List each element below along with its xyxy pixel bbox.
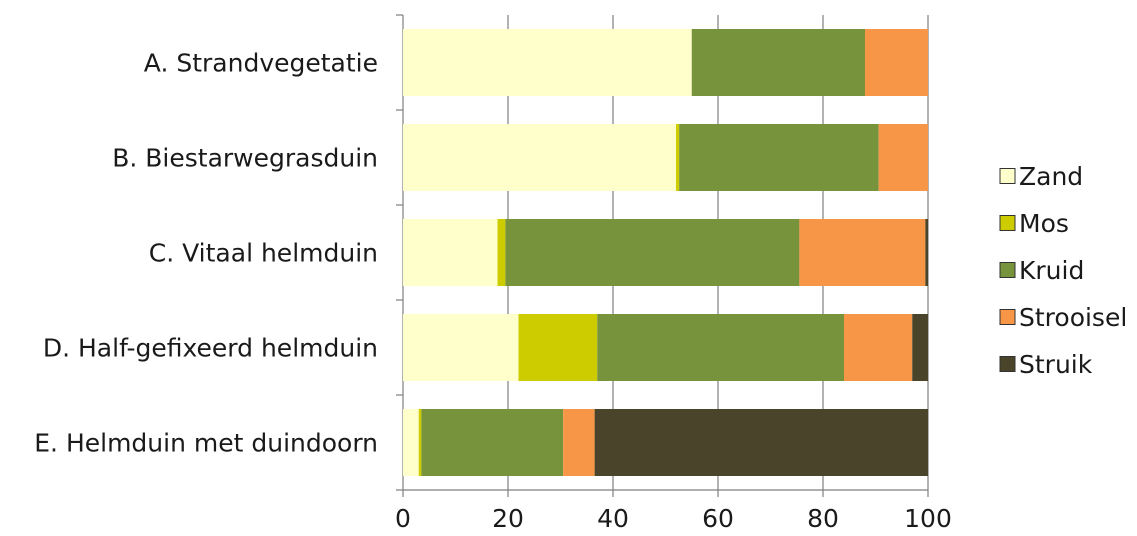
- legend: Zand Mos Kruid Strooisel Struik: [999, 162, 1127, 379]
- x-tick-label: 80: [807, 504, 839, 533]
- bar-strooisel-3: [799, 219, 926, 286]
- x-tick-label: 20: [492, 504, 524, 533]
- x-tick-label: 0: [395, 504, 411, 533]
- bar-mos-4: [518, 314, 598, 381]
- category-label: D. Half-gefixeerd helmduin: [43, 334, 378, 363]
- bar-strooisel-1: [865, 29, 928, 96]
- bar-zand-3: [403, 219, 498, 286]
- bar-mos-5: [418, 409, 422, 476]
- bar-kruid-1: [691, 29, 865, 96]
- bar-struik-4: [912, 314, 928, 381]
- category-label: B. Biestarwegrasduin: [112, 144, 378, 173]
- legend-swatch-kruid: [999, 262, 1016, 278]
- axes: [396, 14, 929, 497]
- x-tick-label: 100: [904, 504, 952, 533]
- tick-labels: 0 20 40 60 80 100: [395, 504, 952, 533]
- bar-kruid-3: [505, 219, 800, 286]
- bar-mos-2: [676, 124, 680, 191]
- bar-strooisel-4: [844, 314, 913, 381]
- bars: [403, 29, 928, 476]
- bar-zand-4: [403, 314, 519, 381]
- legend-label-struik: Struik: [1019, 350, 1093, 379]
- bar-zand-1: [403, 29, 692, 96]
- x-tick-label: 40: [597, 504, 629, 533]
- bar-kruid-4: [597, 314, 844, 381]
- bar-strooisel-2: [878, 124, 928, 191]
- category-labels: A. Strandvegetatie B. Biestarwegrasduin C.…: [34, 49, 378, 458]
- legend-label-mos: Mos: [1019, 209, 1069, 238]
- bar-mos-3: [497, 219, 506, 286]
- bar-kruid-5: [421, 409, 564, 476]
- x-tick-label: 60: [702, 504, 734, 533]
- bar-zand-2: [403, 124, 676, 191]
- bar-zand-5: [403, 409, 419, 476]
- category-label: C. Vitaal helmduin: [149, 239, 378, 268]
- legend-label-strooisel: Strooisel: [1019, 303, 1127, 332]
- bar-struik-3: [925, 219, 928, 286]
- legend-swatch-strooisel: [999, 309, 1016, 325]
- bar-kruid-2: [679, 124, 879, 191]
- bar-strooisel-5: [563, 409, 595, 476]
- legend-label-kruid: Kruid: [1019, 256, 1084, 285]
- legend-swatch-mos: [999, 215, 1016, 231]
- category-label: E. Helmduin met duindoorn: [34, 429, 378, 458]
- bar-struik-5: [594, 409, 928, 476]
- category-label: A. Strandvegetatie: [144, 49, 378, 78]
- legend-swatch-struik: [999, 356, 1016, 372]
- legend-swatch-zand: [999, 168, 1016, 184]
- legend-label-zand: Zand: [1019, 162, 1083, 191]
